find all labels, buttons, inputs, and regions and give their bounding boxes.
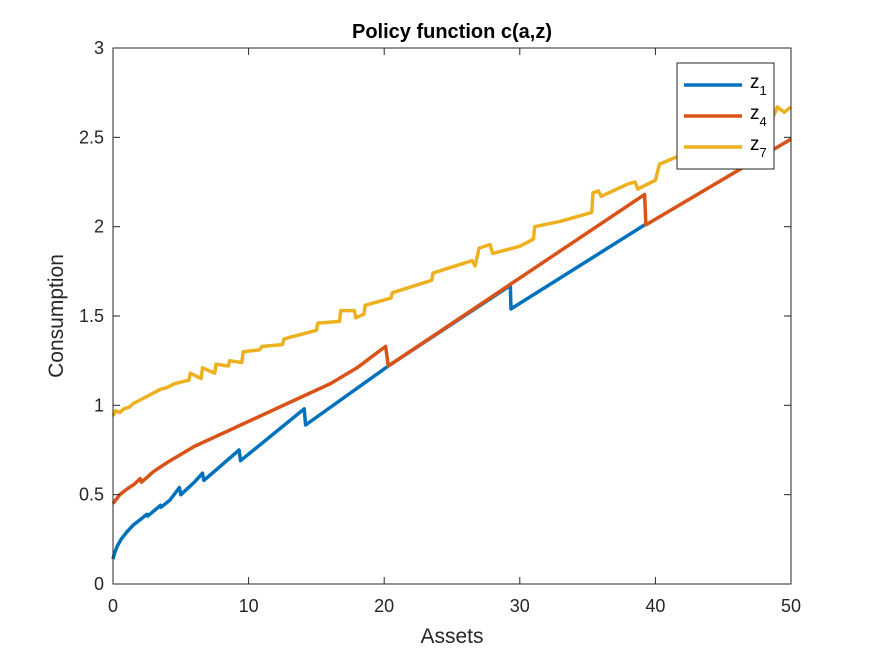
x-tick-label: 40 [645,596,665,616]
x-tick-label: 10 [239,596,259,616]
series-layer [111,105,793,560]
x-tick-label: 0 [108,596,118,616]
y-tick-label: 2 [94,217,104,237]
x-axis-label: Assets [420,625,483,648]
chart-title: Policy function c(a,z) [352,21,552,43]
y-tick-label: 0 [94,574,104,594]
legend-label-z7: z7 [750,134,767,160]
x-tick-label: 30 [510,596,530,616]
legend-label-subscript: 4 [760,114,767,129]
x-tick-label: 20 [374,596,394,616]
legend-label-base: z [750,103,760,124]
legend-label-base: z [750,72,760,93]
series-line-z4 [111,137,792,505]
ticks-layer: 0 10 20 30 40 50 0 0.5 1 1.5 2 2.5 3 [79,38,801,616]
x-tick-label: 50 [781,596,801,616]
y-tick-label: 3 [94,38,104,58]
y-tick-label: 2.5 [79,127,104,147]
legend-label-base: z [750,134,760,155]
y-axis-label: Consumption [45,254,68,378]
series-line-z7 [111,105,793,417]
legend-label-subscript: 7 [760,145,767,160]
series-line-z1 [111,223,646,560]
y-tick-label: 1 [94,395,104,415]
legend-label-z1: z1 [750,72,767,98]
legend-label-z4: z4 [750,103,767,129]
y-tick-label: 1.5 [79,306,104,326]
y-tick-label: 0.5 [79,485,104,505]
legend-label-subscript: 1 [760,83,767,98]
